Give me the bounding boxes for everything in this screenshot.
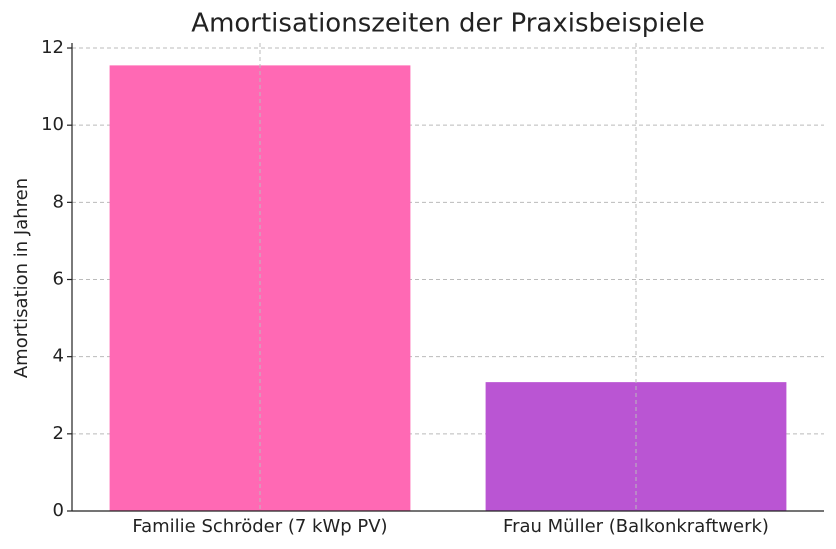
y-tick-label: 2 (53, 423, 64, 444)
x-tick-label: Frau Müller (Balkonkraftwerk) (503, 516, 769, 537)
y-axis-label: Amortisation in Jahren (11, 178, 32, 378)
chart-title: Amortisationszeiten der Praxisbeispiele (191, 9, 704, 39)
y-tick-label: 12 (41, 37, 64, 58)
x-tick-label: Familie Schröder (7 kWp PV) (132, 516, 387, 537)
y-tick-label: 8 (53, 191, 64, 212)
y-tick-label: 10 (41, 114, 64, 135)
y-tick-label: 4 (53, 346, 64, 367)
y-tick-label: 6 (53, 269, 64, 290)
y-tick-label: 0 (53, 500, 64, 521)
